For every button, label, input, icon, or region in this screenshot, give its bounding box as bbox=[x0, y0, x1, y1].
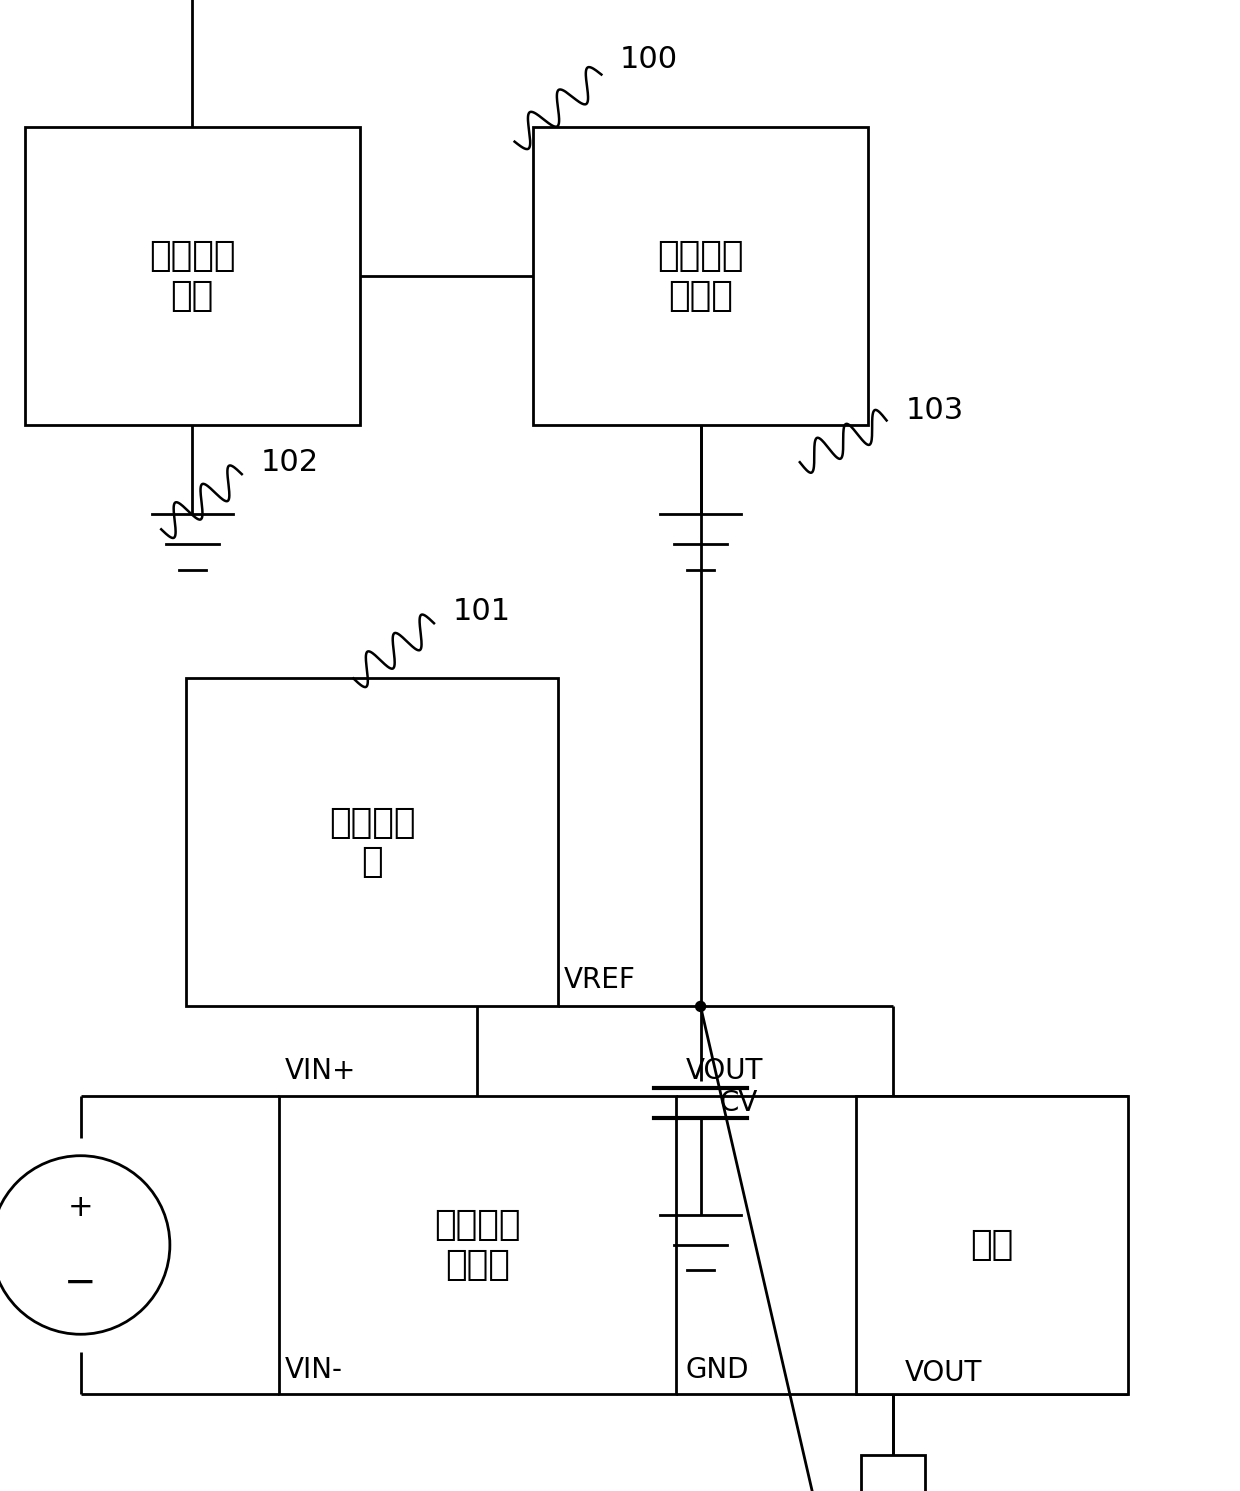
Bar bbox=[533, 127, 868, 425]
Text: 半导体开
关器件: 半导体开 关器件 bbox=[657, 239, 744, 313]
Text: +: + bbox=[68, 1193, 93, 1223]
Text: 开关控制
模块: 开关控制 模块 bbox=[149, 239, 236, 313]
Text: 开关电源
功率级: 开关电源 功率级 bbox=[434, 1208, 521, 1282]
Text: −: − bbox=[64, 1263, 97, 1302]
Bar bbox=[186, 678, 558, 1006]
Text: VOUT: VOUT bbox=[686, 1057, 763, 1085]
Text: 负载: 负载 bbox=[971, 1229, 1013, 1261]
Text: GND: GND bbox=[686, 1355, 749, 1384]
Text: CV: CV bbox=[719, 1090, 758, 1117]
Text: VREF: VREF bbox=[564, 966, 636, 994]
Text: 102: 102 bbox=[260, 447, 319, 477]
Text: 软启动电
路: 软启动电 路 bbox=[329, 805, 415, 880]
Text: 100: 100 bbox=[620, 45, 678, 75]
Bar bbox=[25, 127, 360, 425]
Text: VIN-: VIN- bbox=[285, 1355, 343, 1384]
Bar bbox=[856, 1096, 1128, 1394]
Text: 101: 101 bbox=[453, 596, 511, 626]
Circle shape bbox=[696, 1002, 706, 1011]
Bar bbox=[861, 1455, 925, 1491]
Text: 103: 103 bbox=[905, 395, 963, 425]
Bar bbox=[279, 1096, 676, 1394]
Text: VIN+: VIN+ bbox=[285, 1057, 357, 1085]
Text: VOUT: VOUT bbox=[905, 1358, 982, 1387]
